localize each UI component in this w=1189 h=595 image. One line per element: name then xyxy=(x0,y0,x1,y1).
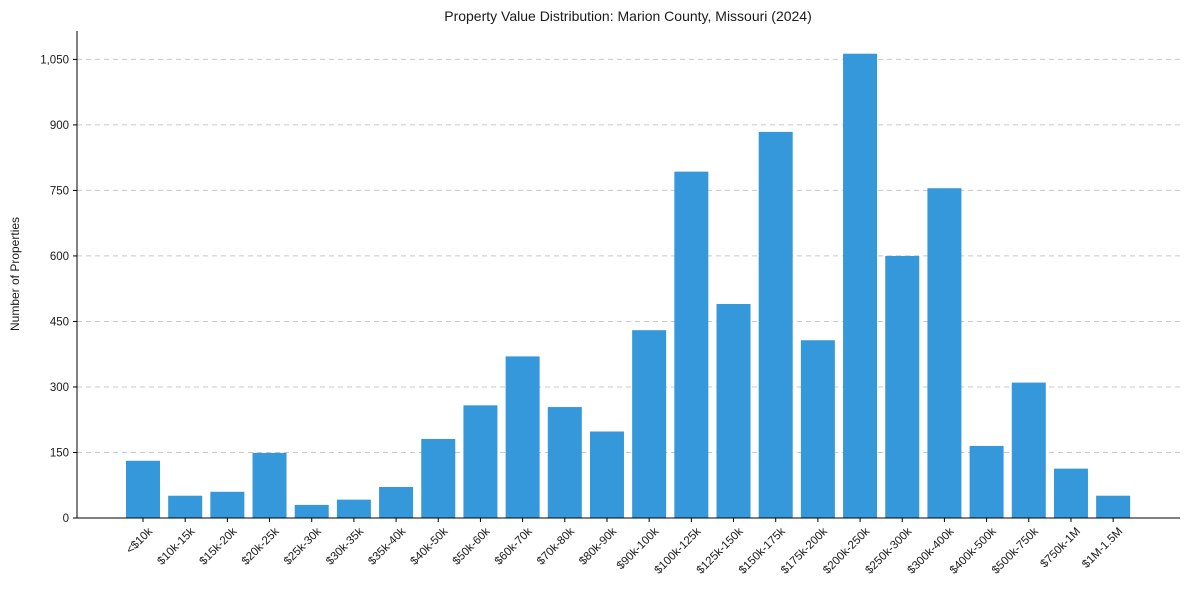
bar-4 xyxy=(294,504,329,518)
bar-6 xyxy=(379,486,414,518)
bar-2 xyxy=(210,491,245,518)
y-tick-label: 300 xyxy=(50,382,69,394)
x-tick-label: $20k-25k xyxy=(240,525,282,567)
axes xyxy=(76,31,1180,519)
x-ticks: <$10k $10k-15k $15k-20k $20k-25k $25k-30k $30… xyxy=(124,518,1125,577)
x-tick-label: $40k-50k xyxy=(408,525,450,567)
x-tick-label: $70k-80k xyxy=(535,525,577,567)
y-tick-label: 750 xyxy=(50,185,69,197)
y-ticks: 0 150 300 450 600 750 900 1,050 xyxy=(40,54,77,525)
bar-3 xyxy=(252,452,287,518)
x-tick-label: $50k-60k xyxy=(451,525,493,567)
y-tick-label: 1,050 xyxy=(40,54,69,66)
x-tick-label: $80k-90k xyxy=(577,525,619,567)
x-tick-label: $25k-30k xyxy=(282,525,324,567)
bar-21 xyxy=(1011,382,1046,518)
y-tick-label: 450 xyxy=(50,316,69,328)
bars xyxy=(126,53,1131,519)
x-tick-label: $60k-70k xyxy=(493,525,535,567)
bar-20 xyxy=(969,445,1004,518)
bar-5 xyxy=(336,499,371,518)
bar-8 xyxy=(463,405,498,518)
y-axis-label: Number of Properties xyxy=(8,217,22,331)
y-tick-label: 150 xyxy=(50,447,69,459)
y-tick-label: 900 xyxy=(50,120,69,132)
x-tick-label: $750k-1M xyxy=(1038,526,1083,571)
bar-18 xyxy=(885,255,920,518)
gridlines xyxy=(77,58,1180,453)
bar-13 xyxy=(674,171,709,518)
bar-10 xyxy=(547,407,582,518)
bar-7 xyxy=(421,438,456,518)
x-tick-label: $15k-20k xyxy=(198,525,240,567)
x-tick-label: $1M-1.5M xyxy=(1080,526,1125,571)
x-tick-label: $30k-35k xyxy=(324,525,366,567)
x-tick-label: $35k-40k xyxy=(366,525,408,567)
bar-22 xyxy=(1053,468,1088,518)
bar-11 xyxy=(589,431,624,518)
bar-9 xyxy=(505,356,540,518)
y-tick-label: 0 xyxy=(63,513,69,525)
bar-0 xyxy=(126,460,160,518)
x-tick-label: <$10k xyxy=(124,525,155,556)
bar-16 xyxy=(800,340,835,518)
bar-19 xyxy=(927,188,962,518)
chart-title: Property Value Distribution: Marion Coun… xyxy=(444,8,812,24)
bar-23 xyxy=(1096,495,1131,518)
bar-1 xyxy=(168,495,203,518)
bar-12 xyxy=(632,330,667,518)
y-tick-label: 600 xyxy=(50,251,69,263)
bar-14 xyxy=(716,303,751,518)
bar-15 xyxy=(758,131,793,518)
bar-17 xyxy=(843,53,878,519)
x-tick-label: $10k-15k xyxy=(155,525,197,567)
